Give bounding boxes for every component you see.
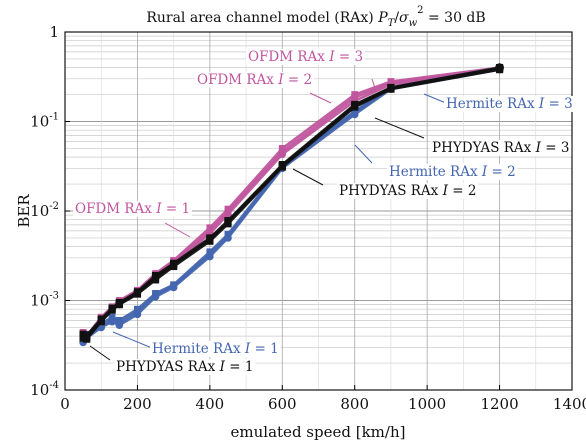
x-tick-label: 600 xyxy=(268,395,297,413)
annotation-leader xyxy=(354,144,373,164)
data-point xyxy=(278,163,286,171)
data-point xyxy=(133,310,142,319)
data-point xyxy=(108,317,116,326)
annotation-label: OFDM RAx I = 1 xyxy=(75,201,190,217)
annotation-leader xyxy=(309,92,332,104)
y-tick-label: 10-2 xyxy=(30,201,59,220)
annotation-leader xyxy=(89,345,111,361)
data-point xyxy=(79,334,87,342)
x-tick-label: 400 xyxy=(196,395,225,413)
annotation-background xyxy=(337,183,479,199)
annotation-background xyxy=(246,49,366,65)
data-point xyxy=(224,210,232,219)
annotation-background xyxy=(387,164,518,180)
data-point xyxy=(387,85,395,93)
annotations: OFDM RAx I = 3 OFDM RAx I = 2 OFDM RAx I =… xyxy=(73,49,575,375)
data-point xyxy=(108,306,116,314)
data-point xyxy=(133,290,142,298)
annotation-label: Hermite RAx I = 2 xyxy=(389,164,516,180)
annotation-leader xyxy=(292,168,324,186)
data-point xyxy=(115,321,124,329)
annotation-label: Hermite RAx I = 1 xyxy=(152,341,279,357)
data-point-end xyxy=(495,63,504,73)
annotation-leader xyxy=(371,78,376,89)
annotation-background xyxy=(114,359,256,375)
x-tick-label: 1200 xyxy=(480,395,518,413)
x-tick-label: 1000 xyxy=(408,395,446,413)
data-point xyxy=(170,262,178,271)
annotation-background xyxy=(73,201,193,217)
annotation-background xyxy=(150,341,281,357)
data-point xyxy=(206,237,214,245)
data-point xyxy=(224,220,232,228)
x-axis-label: emulated speed [km/h] xyxy=(231,423,406,441)
x-tick-label: 800 xyxy=(340,395,369,413)
data-point xyxy=(206,252,214,261)
annotation-leader xyxy=(423,93,447,104)
annotation-label: PHYDYAS RAx I = 3 xyxy=(432,140,569,156)
x-tick-label: 0 xyxy=(60,395,70,413)
annotation-leader xyxy=(164,222,191,238)
annotation-background xyxy=(444,96,575,112)
data-point xyxy=(224,234,232,242)
annotation-leader xyxy=(112,331,153,349)
chart-title: Rural area channel model (RAx) PT/σw2 = … xyxy=(146,5,485,29)
annotation-label: PHYDYAS RAx I = 1 xyxy=(116,359,253,375)
data-point xyxy=(115,300,123,309)
annotation-label: OFDM RAx I = 3 xyxy=(248,49,363,65)
annotation-leaders xyxy=(89,78,447,361)
ticks: 0 200 400 600 800 1000 1200 1400 10-4 10-3 10-2 10-… xyxy=(30,23,586,413)
y-tick-label: 1 xyxy=(49,23,59,41)
data-point xyxy=(151,292,160,301)
axis-labels: Rural area channel model (RAx) PT/σw2 = … xyxy=(15,5,486,441)
series-layer xyxy=(79,63,504,347)
y-tick-label: 10-3 xyxy=(30,291,59,310)
y-tick-label: 10-4 xyxy=(30,380,59,399)
data-point xyxy=(351,103,359,111)
data-point xyxy=(278,150,287,159)
y-axis-label: BER xyxy=(15,194,33,228)
annotation-label: OFDM RAx I = 2 xyxy=(197,72,312,88)
data-point xyxy=(83,335,91,343)
annotation-leader xyxy=(374,117,425,139)
annotation-label: PHYDYAS RAx I = 2 xyxy=(339,183,476,199)
data-point xyxy=(350,110,359,119)
data-point xyxy=(151,276,160,284)
x-tick-label: 1400 xyxy=(553,395,586,413)
annotation-label: Hermite RAx I = 3 xyxy=(446,96,573,112)
annotation-background xyxy=(430,140,572,156)
data-point xyxy=(169,283,178,292)
x-tick-label: 200 xyxy=(123,395,152,413)
y-tick-label: 10-1 xyxy=(30,112,59,131)
annotation-background xyxy=(195,72,315,88)
data-point xyxy=(97,318,105,326)
